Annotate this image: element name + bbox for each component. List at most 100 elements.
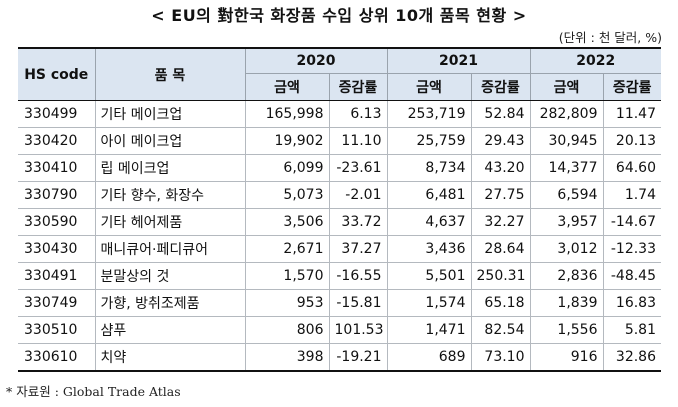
change-2022-cell: 11.47 — [602, 100, 661, 128]
amount-2022-cell: 1,556 — [529, 316, 604, 344]
change-2022-cell: 16.83 — [602, 289, 661, 317]
amount-2021-cell: 3,436 — [386, 235, 472, 263]
unit-note: (단위 : 천 달러, %) — [558, 30, 662, 45]
amount-2020-cell: 2,671 — [244, 235, 330, 263]
change-2022-cell: -48.45 — [602, 262, 661, 290]
header-change: 증감률 — [328, 73, 388, 101]
amount-2022-cell: 916 — [529, 343, 604, 372]
item-name-cell: 기타 메이크업 — [94, 100, 246, 128]
amount-2020-cell: 5,073 — [244, 181, 330, 209]
change-2020-cell: -19.21 — [328, 343, 388, 372]
item-name-cell: 기타 향수, 화장수 — [94, 181, 246, 209]
change-2021-cell: 65.18 — [470, 289, 531, 317]
change-2021-cell: 52.84 — [470, 100, 531, 128]
amount-2022-cell: 14,377 — [529, 154, 604, 182]
change-2020-cell: 11.10 — [328, 127, 388, 155]
table-row: 330499 기타 메이크업 165,998 6.13 253,719 52.84 282,… — [18, 100, 661, 128]
hs-code-cell: 330610 — [18, 343, 96, 372]
change-2021-cell: 29.43 — [470, 127, 531, 155]
amount-2021-cell: 5,501 — [386, 262, 472, 290]
change-2020-cell: -15.81 — [328, 289, 388, 317]
change-2020-cell: 101.53 — [328, 316, 388, 344]
change-2022-cell: -12.33 — [602, 235, 661, 263]
amount-2020-cell: 398 — [244, 343, 330, 372]
hs-code-cell: 330410 — [18, 154, 96, 182]
header-year-2022: 2022 — [529, 47, 661, 74]
amount-2021-cell: 6,481 — [386, 181, 472, 209]
item-name-cell: 분말상의 것 — [94, 262, 246, 290]
change-2022-cell: 32.86 — [602, 343, 661, 372]
table-row: 330410 립 메이크업 6,099 -23.61 8,734 43.20 14,377 6… — [18, 154, 661, 182]
amount-2021-cell: 689 — [386, 343, 472, 372]
change-2021-cell: 250.31 — [470, 262, 531, 290]
change-2022-cell: 64.60 — [602, 154, 661, 182]
header-hs-code: HS code — [18, 47, 96, 101]
header-change: 증감률 — [470, 73, 531, 101]
change-2022-cell: -14.67 — [602, 208, 661, 236]
header-year-2021: 2021 — [386, 47, 531, 74]
header-item: 품 목 — [94, 47, 246, 101]
item-name-cell: 치약 — [94, 343, 246, 372]
amount-2022-cell: 3,012 — [529, 235, 604, 263]
table-row: 330420 아이 메이크업 19,902 11.10 25,759 29.43 30,94… — [18, 127, 661, 155]
amount-2020-cell: 953 — [244, 289, 330, 317]
change-2020-cell: -23.61 — [328, 154, 388, 182]
header-year-2020: 2020 — [244, 47, 388, 74]
amount-2021-cell: 4,637 — [386, 208, 472, 236]
amount-2021-cell: 8,734 — [386, 154, 472, 182]
table-row: 330510 샴푸 806 101.53 1,471 82.54 1,556 5.81 — [18, 316, 661, 344]
amount-2022-cell: 282,809 — [529, 100, 604, 128]
change-2022-cell: 20.13 — [602, 127, 661, 155]
amount-2020-cell: 19,902 — [244, 127, 330, 155]
header-change: 증감률 — [602, 73, 661, 101]
header-amount: 금액 — [245, 73, 330, 101]
change-2021-cell: 32.27 — [470, 208, 531, 236]
change-2022-cell: 1.74 — [602, 181, 661, 209]
change-2021-cell: 82.54 — [470, 316, 531, 344]
amount-2022-cell: 2,836 — [529, 262, 604, 290]
amount-2022-cell: 3,957 — [529, 208, 604, 236]
amount-2022-cell: 1,839 — [529, 289, 604, 317]
change-2020-cell: 6.13 — [328, 100, 388, 128]
change-2020-cell: 33.72 — [328, 208, 388, 236]
page-title: < EU의 對한국 화장품 수입 상위 10개 품목 현황 > — [151, 6, 527, 25]
item-name-cell: 샴푸 — [94, 316, 246, 344]
change-2022-cell: 5.81 — [602, 316, 661, 344]
change-2021-cell: 43.20 — [470, 154, 531, 182]
change-2020-cell: -2.01 — [328, 181, 388, 209]
amount-2022-cell: 30,945 — [529, 127, 604, 155]
amount-2020-cell: 165,998 — [244, 100, 330, 128]
hs-code-cell: 330790 — [18, 181, 96, 209]
amount-2022-cell: 6,594 — [529, 181, 604, 209]
header-amount: 금액 — [386, 73, 472, 101]
item-name-cell: 가향, 방취조제품 — [94, 289, 246, 317]
hs-code-cell: 330510 — [18, 316, 96, 344]
table-row: 330749 가향, 방취조제품 953 -15.81 1,574 65.18 1,839 1… — [18, 289, 661, 317]
change-2021-cell: 73.10 — [470, 343, 531, 372]
header-amount: 금액 — [529, 73, 604, 101]
table-row: 330590 기타 헤어제품 3,506 33.72 4,637 32.27 3,957 -1… — [18, 208, 661, 236]
item-name-cell: 기타 헤어제품 — [94, 208, 246, 236]
hs-code-cell: 330590 — [18, 208, 96, 236]
amount-2021-cell: 25,759 — [386, 127, 472, 155]
change-2020-cell: 37.27 — [328, 235, 388, 263]
amount-2021-cell: 1,471 — [386, 316, 472, 344]
table-row: 330491 분말상의 것 1,570 -16.55 5,501 250.31 2,836-… — [18, 262, 661, 290]
table-row: 330430 매니큐어·페디큐어 2,671 37.27 3,436 28.64 3,012… — [18, 235, 661, 263]
amount-2020-cell: 6,099 — [244, 154, 330, 182]
source-footnote: * 자료원 : Global Trade Atlas — [6, 384, 181, 399]
hs-code-cell: 330749 — [18, 289, 96, 317]
amount-2020-cell: 3,506 — [244, 208, 330, 236]
hs-code-cell: 330491 — [18, 262, 96, 290]
table-body: 330499 기타 메이크업 165,998 6.13 253,719 52.84 282,… — [18, 100, 661, 372]
change-2020-cell: -16.55 — [328, 262, 388, 290]
hs-code-cell: 330499 — [18, 100, 96, 128]
change-2021-cell: 28.64 — [470, 235, 531, 263]
item-name-cell: 립 메이크업 — [94, 154, 246, 182]
import-table: HS code 품 목 2020 2021 2022 금액 증감률 금액 증감률… — [18, 47, 661, 372]
amount-2020-cell: 1,570 — [244, 262, 330, 290]
amount-2021-cell: 253,719 — [386, 100, 472, 128]
hs-code-cell: 330430 — [18, 235, 96, 263]
item-name-cell: 아이 메이크업 — [94, 127, 246, 155]
hs-code-cell: 330420 — [18, 127, 96, 155]
